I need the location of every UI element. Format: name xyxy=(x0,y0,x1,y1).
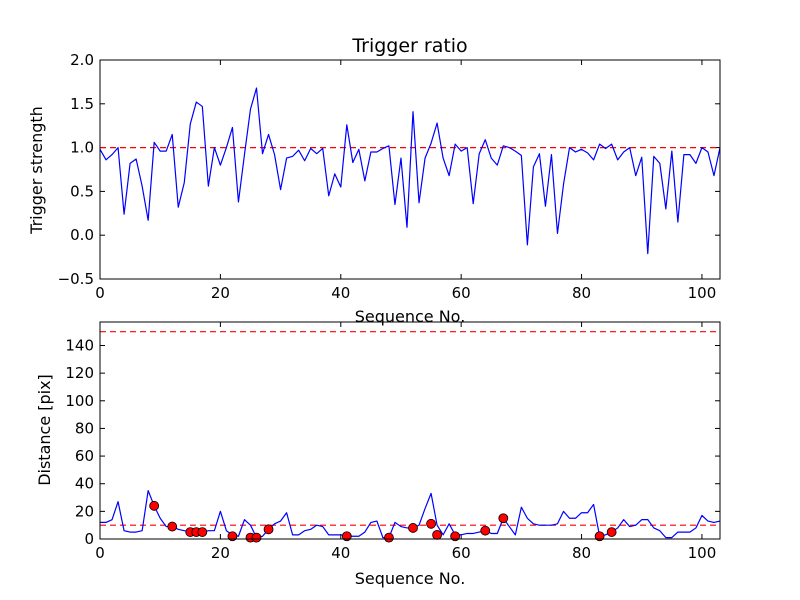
bottom-plot-y-tick-label: 100 xyxy=(65,392,94,410)
top-plot-series-line xyxy=(99,87,721,255)
bottom-plot-flagged-point xyxy=(251,532,262,543)
top-plot-y-tick-label: 1.5 xyxy=(70,95,94,113)
top-plot-x-tick-label: 60 xyxy=(452,284,471,302)
top-plot: Trigger ratio 0 20 40 60 80 100 −0.5 0.0 0.5 1.0 1… xyxy=(27,35,721,326)
bottom-plot-x-label: Sequence No. xyxy=(355,569,466,588)
bottom-plot-flagged-point xyxy=(384,532,394,543)
bottom-plot-x-tick-label: 0 xyxy=(95,544,105,562)
bottom-plot-flagged-point xyxy=(263,524,274,535)
bottom-plot: 0 20 40 60 80 100 0 20 40 60 80 100 120 140 Sequence … xyxy=(35,321,721,588)
bottom-plot-flagged-point xyxy=(426,518,436,529)
bottom-plot-y-tick-label: 20 xyxy=(75,502,94,520)
bottom-plot-y-tick-label: 60 xyxy=(75,447,94,465)
top-plot-x-tick-label: 20 xyxy=(211,284,230,302)
bottom-plot-x-tick-label: 60 xyxy=(452,544,471,562)
top-plot-y-tick-label: 0.5 xyxy=(70,182,94,200)
bottom-plot-x-tick-label: 80 xyxy=(572,544,591,562)
bottom-plot-y-tick-label: 140 xyxy=(65,336,94,354)
bottom-plot-flagged-point xyxy=(606,527,617,537)
top-plot-x-tick-label: 100 xyxy=(688,284,717,302)
bottom-plot-y-label: Distance [pix] xyxy=(35,374,54,486)
top-plot-x-tick-label: 0 xyxy=(95,284,105,302)
bottom-plot-flagged-point xyxy=(197,527,208,537)
top-plot-x-label: Sequence No. xyxy=(355,307,466,326)
bottom-plot-y-tick-label: 40 xyxy=(75,475,94,493)
bottom-plot-flagged-point xyxy=(227,531,238,542)
bottom-plot-y-tick-label: 0 xyxy=(84,530,94,548)
top-plot-title: Trigger ratio xyxy=(351,35,467,57)
top-plot-x-tick-label: 80 xyxy=(572,284,591,302)
bottom-plot-flagged-point xyxy=(149,500,160,511)
bottom-plot-y-tick-label: 80 xyxy=(75,419,94,437)
top-plot-frame xyxy=(99,59,721,280)
bottom-plot-flagged-point xyxy=(432,529,442,540)
top-plot-y-tick-label: −0.5 xyxy=(58,270,94,288)
bottom-plot-flagged-point xyxy=(498,513,509,524)
bottom-plot-flagged-point xyxy=(594,531,605,542)
bottom-plot-y-tick-label: 120 xyxy=(65,364,94,382)
bottom-plot-flagged-point xyxy=(450,531,461,542)
bottom-plot-x-tick-label: 40 xyxy=(331,544,350,562)
top-plot-x-tick-label: 40 xyxy=(331,284,350,302)
top-plot-y-tick-label: 2.0 xyxy=(70,51,94,69)
top-plot-y-tick-label: 0.0 xyxy=(70,226,94,244)
bottom-plot-flagged-point xyxy=(167,521,178,532)
bottom-plot-x-tick-label: 100 xyxy=(688,544,717,562)
top-plot-y-label: Trigger strength xyxy=(27,106,46,235)
bottom-plot-frame xyxy=(99,321,721,540)
bottom-plot-flagged-point xyxy=(341,531,352,542)
bottom-plot-flagged-point xyxy=(408,523,418,533)
bottom-plot-x-tick-label: 20 xyxy=(211,544,230,562)
bottom-plot-flagged-point xyxy=(480,525,491,536)
top-plot-y-tick-label: 1.0 xyxy=(70,139,94,157)
